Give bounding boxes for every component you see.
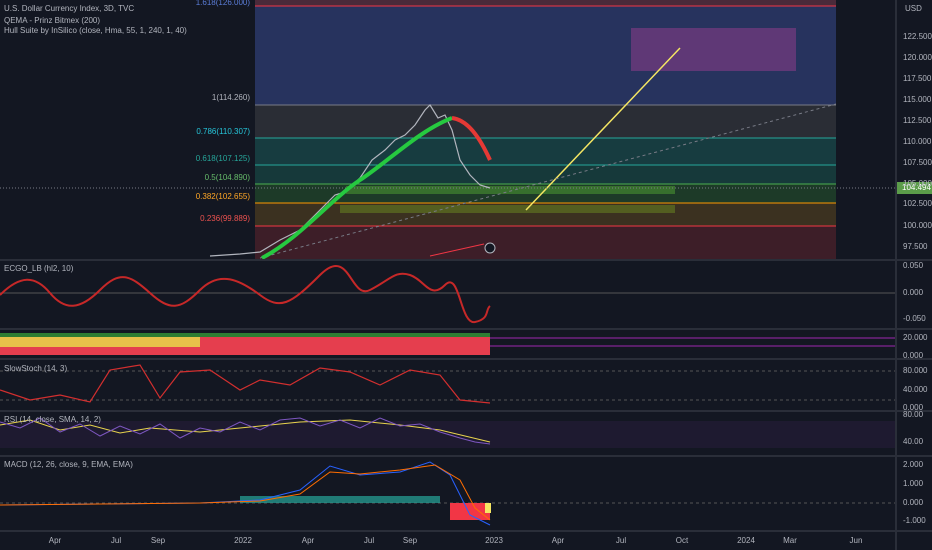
- panel-title: MACD (12, 26, close, 9, EMA, EMA): [4, 460, 133, 469]
- alert-icon: [484, 242, 496, 254]
- panel-title: SlowStoch (14, 3): [4, 364, 67, 373]
- ecgo-line: [0, 265, 491, 323]
- time-label: Jul: [111, 536, 121, 545]
- price-label: 97.500: [903, 242, 928, 251]
- fib-label: 0.786(110.307): [196, 127, 250, 136]
- fib-label: 0.5(104.890): [205, 173, 251, 182]
- price-label: 102.500: [903, 199, 932, 208]
- time-label: Sep: [151, 536, 166, 545]
- panel-label: -0.050: [903, 314, 926, 323]
- unit: USD: [905, 4, 922, 13]
- price-label: 105.000: [903, 179, 932, 188]
- macd-hist: [450, 503, 490, 520]
- panel-label: 20.000: [903, 333, 928, 342]
- fib-label: 1(114.260): [212, 93, 250, 102]
- last-price-box: [897, 182, 932, 194]
- indicator: Hull Suite by InSilico (close, Hma, 55, …: [4, 26, 187, 35]
- hull-green: [261, 116, 453, 260]
- time-label: Oct: [676, 536, 689, 545]
- panel-title: ECGO_LB (hl2, 10): [4, 264, 74, 273]
- hull-red: [451, 116, 492, 161]
- fib-label: 0.618(107.125): [196, 154, 251, 163]
- time-label: Jul: [364, 536, 374, 545]
- price-label: 100.000: [903, 221, 932, 230]
- indicator: QEMA - Prinz Bitmex (200): [4, 16, 100, 25]
- fib-label: 0.236(99.889): [200, 214, 250, 223]
- time-label: Sep: [403, 536, 418, 545]
- color-bars-green: [0, 333, 490, 337]
- zone-green: [346, 186, 675, 194]
- signal-line: [0, 464, 491, 521]
- panel-label: 2.000: [903, 460, 924, 469]
- last-price: 104.494: [902, 183, 931, 192]
- price: [209, 104, 491, 257]
- zone-olive: [340, 205, 675, 213]
- panel-label: 0.000: [903, 288, 924, 297]
- time-label: 2022: [234, 536, 252, 545]
- panel-label: 80.00: [903, 410, 924, 419]
- price-label: 110.000: [903, 137, 932, 146]
- time-label: Jul: [616, 536, 626, 545]
- price-label: 117.500: [903, 74, 932, 83]
- stoch-line: [0, 364, 491, 404]
- panel-label: 0.000: [903, 351, 924, 360]
- panel-label: 0.000: [903, 498, 924, 507]
- time-label: Apr: [552, 536, 565, 545]
- price-label: 120.000: [903, 53, 932, 62]
- panel-label: -1.000: [903, 516, 926, 525]
- panel-label: 80.000: [903, 366, 928, 375]
- time-label: 2023: [485, 536, 503, 545]
- symbol: U.S. Dollar Currency Index, 3D, TVC: [4, 4, 134, 13]
- time-label: Jun: [850, 536, 863, 545]
- target-box: [631, 28, 796, 71]
- red-line: [429, 243, 485, 257]
- price-label: 107.500: [903, 158, 932, 167]
- macd-hist: [485, 503, 491, 513]
- panel-label: 0.000: [903, 403, 924, 412]
- rsi-line: [0, 417, 491, 445]
- time-label: Mar: [783, 536, 797, 545]
- time-label: Apr: [49, 536, 62, 545]
- fib-label: 0.382(102.655): [196, 192, 251, 201]
- projection-line: [525, 47, 681, 211]
- macd-hist: [240, 496, 440, 503]
- time-label: Apr: [302, 536, 315, 545]
- price-label: 122.500: [903, 32, 932, 41]
- time-label: 2024: [737, 536, 755, 545]
- price-label: 115.000: [903, 95, 932, 104]
- price-label: 112.500: [903, 116, 932, 125]
- panel-label: 40.00: [903, 437, 924, 446]
- macd-line: [0, 461, 491, 526]
- panel-label: 0.050: [903, 261, 924, 270]
- panel-label: 1.000: [903, 479, 924, 488]
- panel-title: RSI (14, close, SMA, 14, 2): [4, 415, 101, 424]
- fib-label: 1.618(126.000): [196, 0, 251, 7]
- panel-label: 40.000: [903, 385, 928, 394]
